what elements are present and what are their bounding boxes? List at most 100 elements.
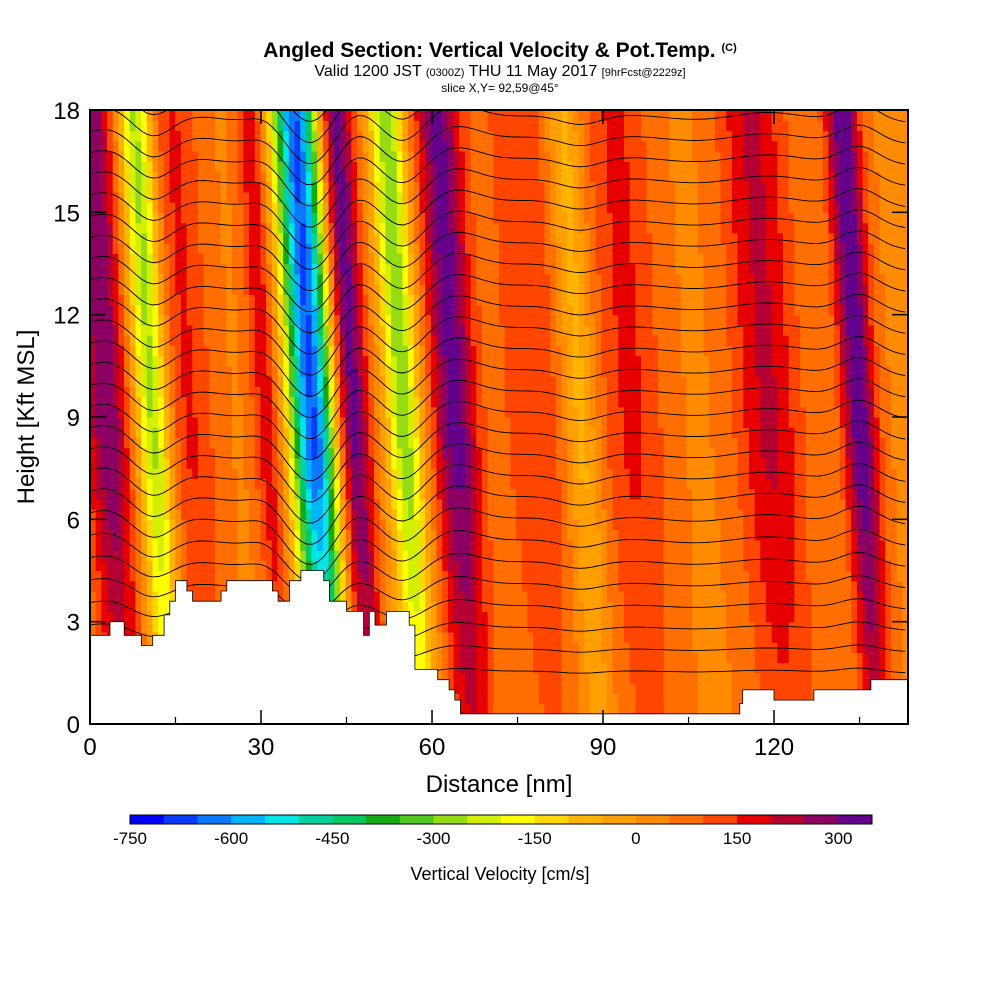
velocity-cell [481, 693, 489, 705]
velocity-cell [277, 468, 284, 479]
velocity-cell [254, 570, 262, 582]
velocity-cell [612, 427, 619, 439]
velocity-cell [328, 447, 335, 459]
velocity-cell [504, 529, 511, 541]
velocity-cell [180, 417, 188, 428]
velocity-cell [442, 468, 449, 479]
velocity-cell [629, 468, 636, 479]
velocity-cell [555, 590, 563, 602]
velocity-cell [714, 590, 722, 602]
velocity-cell [334, 376, 341, 387]
velocity-cell [118, 386, 125, 398]
velocity-cell [470, 498, 477, 510]
velocity-cell [391, 529, 398, 541]
velocity-cell [538, 590, 546, 602]
velocity-cell [544, 693, 551, 705]
velocity-cell [232, 519, 239, 531]
velocity-cell [601, 529, 608, 541]
velocity-cell [379, 468, 386, 479]
velocity-cell [771, 652, 778, 664]
velocity-cell [646, 396, 653, 408]
velocity-cell [453, 386, 460, 398]
velocity-cell [470, 417, 477, 428]
velocity-cell [260, 376, 267, 387]
velocity-cell [635, 417, 642, 428]
velocity-cell [90, 386, 97, 398]
velocity-cell [95, 406, 102, 418]
velocity-cell [635, 406, 642, 418]
velocity-cell [118, 376, 125, 387]
velocity-cell [544, 580, 551, 592]
velocity-cell [146, 539, 154, 551]
velocity-cell [618, 703, 625, 715]
velocity-cell [856, 417, 864, 428]
velocity-cell [686, 631, 693, 643]
velocity-cell [686, 468, 693, 479]
velocity-cell [237, 386, 244, 398]
velocity-cell [612, 662, 619, 674]
velocity-cell [584, 703, 591, 715]
velocity-cell [589, 417, 597, 428]
velocity-cell [493, 509, 500, 520]
velocity-cell [851, 396, 858, 408]
velocity-cell [288, 396, 296, 408]
velocity-cell [374, 365, 381, 377]
velocity-cell [760, 519, 767, 531]
velocity-cell [635, 457, 642, 469]
velocity-cell [834, 488, 841, 500]
velocity-cell [771, 447, 778, 459]
velocity-cell [680, 560, 688, 572]
velocity-cell [453, 365, 460, 377]
velocity-cell [152, 550, 159, 561]
velocity-cell [692, 519, 699, 531]
velocity-cell [839, 621, 847, 633]
velocity-cell [90, 621, 97, 633]
velocity-cell [214, 468, 222, 479]
velocity-cell [413, 396, 421, 408]
velocity-cell [675, 590, 682, 602]
velocity-cell [90, 396, 97, 408]
velocity-cell [567, 539, 574, 551]
velocity-cell [714, 570, 722, 582]
velocity-cell [731, 478, 739, 490]
velocity-cell [538, 683, 546, 694]
velocity-cell [90, 427, 97, 439]
velocity-cell [879, 550, 886, 561]
velocity-cell [834, 601, 841, 613]
velocity-cell [516, 529, 523, 541]
velocity-cell [680, 683, 688, 694]
velocity-cell [186, 406, 193, 418]
velocity-cell [504, 672, 511, 684]
velocity-cell [817, 611, 824, 623]
velocity-cell [351, 468, 358, 479]
velocity-cell [101, 570, 108, 582]
velocity-cell [459, 672, 466, 684]
velocity-cell [533, 468, 540, 479]
velocity-cell [379, 427, 386, 439]
velocity-cell [771, 570, 778, 582]
velocity-cell [254, 437, 262, 449]
velocity-cell [845, 437, 852, 449]
velocity-cell [720, 550, 727, 561]
velocity-cell [214, 427, 222, 439]
velocity-cell [453, 570, 460, 582]
velocity-cell [555, 376, 563, 387]
velocity-cell [220, 365, 227, 377]
velocity-cell [709, 703, 716, 715]
velocity-cell [765, 488, 773, 500]
velocity-cell [714, 529, 722, 541]
velocity-cell [101, 457, 108, 469]
velocity-cell [220, 560, 227, 572]
velocity-cell [538, 550, 546, 561]
velocity-cell [345, 539, 352, 551]
velocity-cell [868, 570, 875, 582]
velocity-cell [180, 570, 188, 582]
velocity-cell [493, 662, 500, 674]
velocity-cell [572, 376, 580, 387]
velocity-cell [726, 570, 733, 582]
velocity-cell [885, 662, 892, 674]
velocity-cell [430, 550, 438, 561]
velocity-cell [726, 437, 733, 449]
velocity-cell [481, 703, 489, 715]
velocity-cell [186, 498, 193, 510]
